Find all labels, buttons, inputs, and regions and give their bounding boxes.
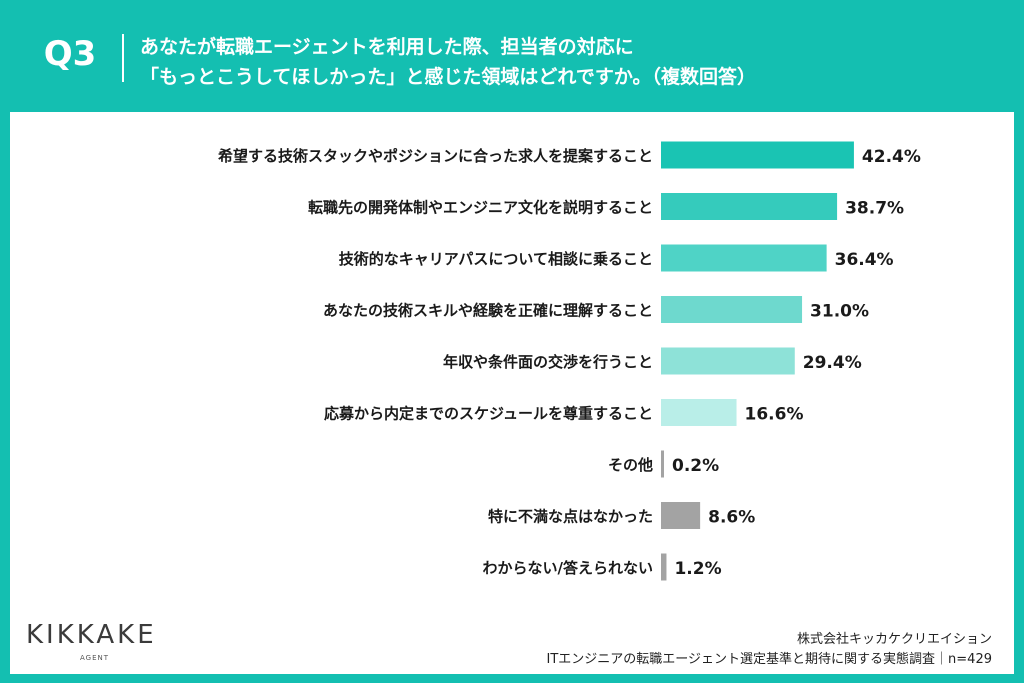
- kikkake-agent-logo: KIKKAKE AGENT: [26, 620, 176, 668]
- bar: [661, 502, 701, 529]
- value-label: 38.7%: [845, 199, 904, 219]
- value-label: 29.4%: [803, 353, 862, 373]
- value-label: 1.2%: [674, 559, 721, 579]
- category-label: 応募から内定までのスケジュールを尊重すること: [324, 405, 653, 423]
- category-label: その他: [608, 456, 653, 474]
- category-label: 技術的なキャリアパスについて相談に乗ること: [339, 250, 653, 268]
- category-label: あなたの技術スキルや経験を正確に理解すること: [323, 302, 653, 320]
- value-label: 36.4%: [835, 250, 894, 270]
- bar: [661, 347, 795, 375]
- bar: [661, 450, 664, 478]
- bar: [661, 244, 827, 272]
- survey-caption: ITエンジニアの転職エージェント選定基準と期待に関する実態調査｜n=429: [546, 652, 992, 667]
- header-banner: Q3 あなたが転職エージェントを利用した際、担当者の対応に 「もっとこうしてほし…: [0, 0, 1024, 110]
- company-name: 株式会社キッカケクリエイション: [796, 632, 992, 647]
- bar: [661, 296, 803, 323]
- bar: [661, 141, 854, 169]
- question-text-line-1: あなたが転職エージェントを利用した際、担当者の対応に: [140, 36, 634, 58]
- bar-chart: 希望する技術スタックやポジションに合った求人を提案すること 42.4% 転職先の開発…: [218, 141, 921, 581]
- bar: [661, 399, 737, 426]
- value-label: 0.2%: [672, 456, 719, 476]
- header-divider: [122, 34, 124, 82]
- value-label: 42.4%: [862, 147, 921, 167]
- category-label: 希望する技術スタックやポジションに合った求人を提案すること: [218, 147, 653, 165]
- category-label: 年収や条件面の交渉を行うこと: [443, 353, 653, 371]
- category-label: 特に不満な点はなかった: [488, 508, 653, 526]
- logo-subtext: AGENT: [80, 654, 110, 662]
- chart-panel: 希望する技術スタックやポジションに合った求人を提案すること 42.4% 転職先の開発…: [10, 112, 1014, 674]
- logo-wordmark: KIKKAKE: [26, 620, 157, 650]
- question-number: Q3: [43, 34, 97, 74]
- category-label: 転職先の開発体制やエンジニア文化を説明すること: [308, 199, 653, 217]
- bar: [661, 553, 667, 581]
- value-label: 31.0%: [810, 302, 869, 322]
- value-label: 8.6%: [708, 508, 755, 528]
- value-label: 16.6%: [745, 405, 804, 425]
- question-text-line-2: 「もっとこうしてほしかった」と感じた領域はどれですか。（複数回答）: [140, 66, 756, 88]
- category-label: わからない/答えられない: [483, 559, 653, 577]
- bar: [661, 193, 838, 220]
